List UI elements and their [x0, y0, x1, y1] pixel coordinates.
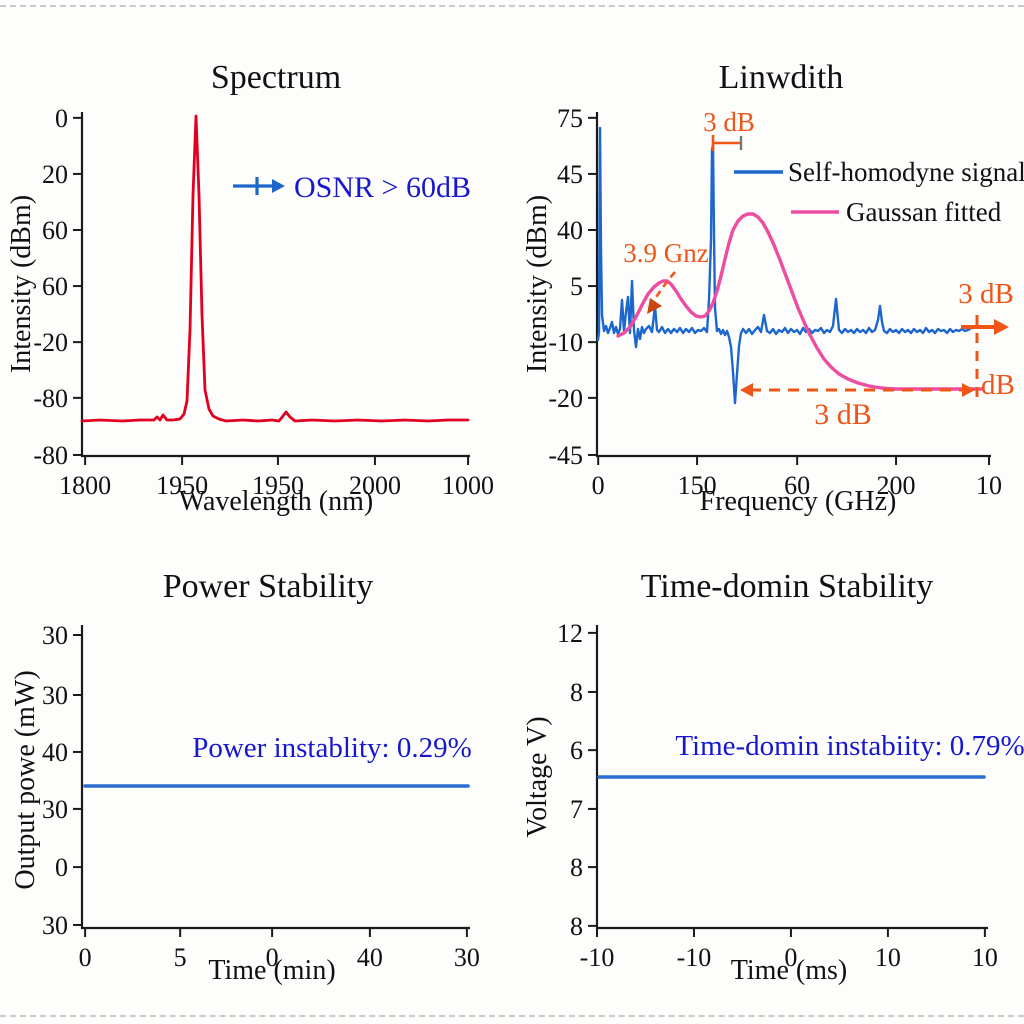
x-tick-label: 10: [972, 943, 998, 972]
y-tick-label: 60: [42, 272, 68, 301]
page-bottom-border: [0, 1015, 1024, 1017]
x-tick-label: 0: [79, 943, 92, 972]
x-tick-label: 0: [784, 943, 797, 972]
x-tick-label: 1800: [59, 471, 111, 500]
y-tick-label: 30: [42, 911, 68, 940]
3db-top-label: 3 dB: [703, 107, 755, 137]
legend-label-signal: Self-homodyne signal: [788, 157, 1024, 187]
y-tick-label: -20: [33, 328, 68, 357]
x-tick-label: 10: [976, 471, 1002, 500]
legend-label-gaussian: Gaussan fitted: [846, 197, 1002, 227]
x-axis-label-wavelength: Wavelength (nm): [179, 486, 373, 517]
time-instability-label: Time-domin instabiity: 0.79%: [675, 730, 1024, 762]
osnr-arrowhead-icon: [272, 179, 285, 193]
y-tick-label: 40: [42, 738, 68, 767]
x-axis-label-time-ms: Time (ms): [731, 955, 847, 986]
y-axis-label-intensity: Intensity (dBm): [6, 195, 37, 373]
panel-spectrum: Spectrum Wavelength (nm) Intensity (dBm)…: [6, 59, 494, 517]
panel-title-spectrum: Spectrum: [211, 59, 341, 96]
x-tick-label: 60: [784, 471, 810, 500]
x-tick-label: -10: [580, 943, 615, 972]
y-tick-label: -45: [548, 441, 583, 470]
y-tick-label: 0: [55, 853, 68, 882]
y-tick-label: 45: [557, 160, 583, 189]
panel-time-stability: Time-domin Stability Time (ms) Voltage V…: [522, 568, 1024, 986]
3db-right-arrowhead-icon: [994, 319, 1009, 335]
x-tick-label: 150: [678, 471, 717, 500]
x-tick-label: 10: [875, 943, 901, 972]
x-tick-label: 30: [454, 943, 480, 972]
y-tick-label: 5: [570, 272, 583, 301]
series-optical-spectrum: [80, 114, 470, 423]
x-tick-label: 2000: [349, 471, 401, 500]
y-tick-label: 75: [557, 104, 583, 133]
y-axis-label-output-power: Output powe (mW): [10, 670, 41, 889]
3db-right-bottom-label: dB: [981, 369, 1015, 401]
ghz-annotation: 3.9 Gnz: [623, 238, 709, 314]
3db-span-annotation: 3 dB: [740, 383, 975, 431]
page-top-border: [0, 5, 1024, 7]
y-tick-label: 30: [42, 681, 68, 710]
axes-layer: -10 -10 0 10 10 12 8 6 7 8 8: [557, 619, 998, 972]
y-tick-label: 40: [557, 216, 583, 245]
panel-title-time-stability: Time-domin Stability: [641, 568, 934, 605]
y-tick-label: 30: [42, 795, 68, 824]
x-tick-label: 0: [266, 943, 279, 972]
x-tick-label: -10: [677, 943, 712, 972]
3db-right-top-label: 3 dB: [958, 278, 1014, 310]
y-tick-label: 8: [570, 853, 583, 882]
power-instability-label: Power instablity: 0.29%: [192, 732, 472, 764]
y-tick-label: 8: [570, 678, 583, 707]
y-tick-label: 60: [42, 216, 68, 245]
y-tick-label: -80: [33, 441, 68, 470]
x-tick-label: 1950: [252, 471, 304, 500]
series-self-homodyne-signal: [596, 126, 975, 405]
axes-layer: 0 150 60 200 10 75 45 40 5 -10 -20 -45: [548, 104, 1002, 500]
y-tick-label: 6: [570, 736, 583, 765]
3db-top-bracket-annotation: 3 dB: [703, 107, 755, 151]
x-tick-label: 1950: [156, 471, 208, 500]
y-axis-label-voltage: Voltage V): [522, 716, 553, 837]
osnr-label: OSNR > 60dB: [294, 171, 471, 204]
y-tick-label: 8: [570, 912, 583, 941]
3db-span-left-arrowhead-icon: [740, 383, 753, 397]
3db-right-annotation: 3 dB dB: [958, 278, 1015, 401]
x-tick-label: 0: [592, 471, 605, 500]
panel-linewidth: Linwdith Frequency (GHz) Intensity (dBm)…: [522, 59, 1024, 517]
y-tick-label: 7: [570, 795, 583, 824]
axes-layer: 1800 1950 1950 2000 1000 0 20 60 60 -20 -80 -80: [33, 104, 494, 500]
legend: Self-homodyne signal Gaussan fitted: [734, 157, 1024, 227]
y-tick-label: 20: [42, 160, 68, 189]
osnr-annotation: OSNR > 60dB: [233, 171, 471, 204]
x-axis-label-frequency: Frequency (GHz): [700, 486, 897, 517]
x-tick-label: 200: [877, 471, 916, 500]
ghz-arrowhead-icon: [647, 298, 662, 314]
y-tick-label: -20: [548, 384, 583, 413]
x-tick-label: 1000: [442, 471, 494, 500]
x-tick-label: 40: [357, 943, 383, 972]
y-tick-label: -80: [33, 384, 68, 413]
panel-title-linewidth: Linwdith: [719, 59, 844, 96]
y-axis-label-intensity-2: Intensity (dBm): [522, 195, 553, 373]
3db-span-right-arrowhead-icon: [962, 383, 975, 397]
series-gaussian-fit: [616, 212, 984, 391]
x-axis-label-time-min: Time (min): [208, 955, 335, 986]
y-tick-label: 30: [42, 621, 68, 650]
y-tick-label: 0: [55, 104, 68, 133]
ghz-label: 3.9 Gnz: [623, 238, 708, 268]
y-tick-label: 12: [557, 619, 583, 648]
panel-power-stability: Power Stability Time (min) Output powe (…: [10, 568, 480, 986]
x-tick-label: 5: [174, 943, 187, 972]
panel-title-power-stability: Power Stability: [163, 568, 374, 605]
3db-bottom-label: 3 dB: [814, 398, 872, 431]
ghz-arrow-path: [651, 271, 676, 303]
y-tick-label: -10: [548, 328, 583, 357]
